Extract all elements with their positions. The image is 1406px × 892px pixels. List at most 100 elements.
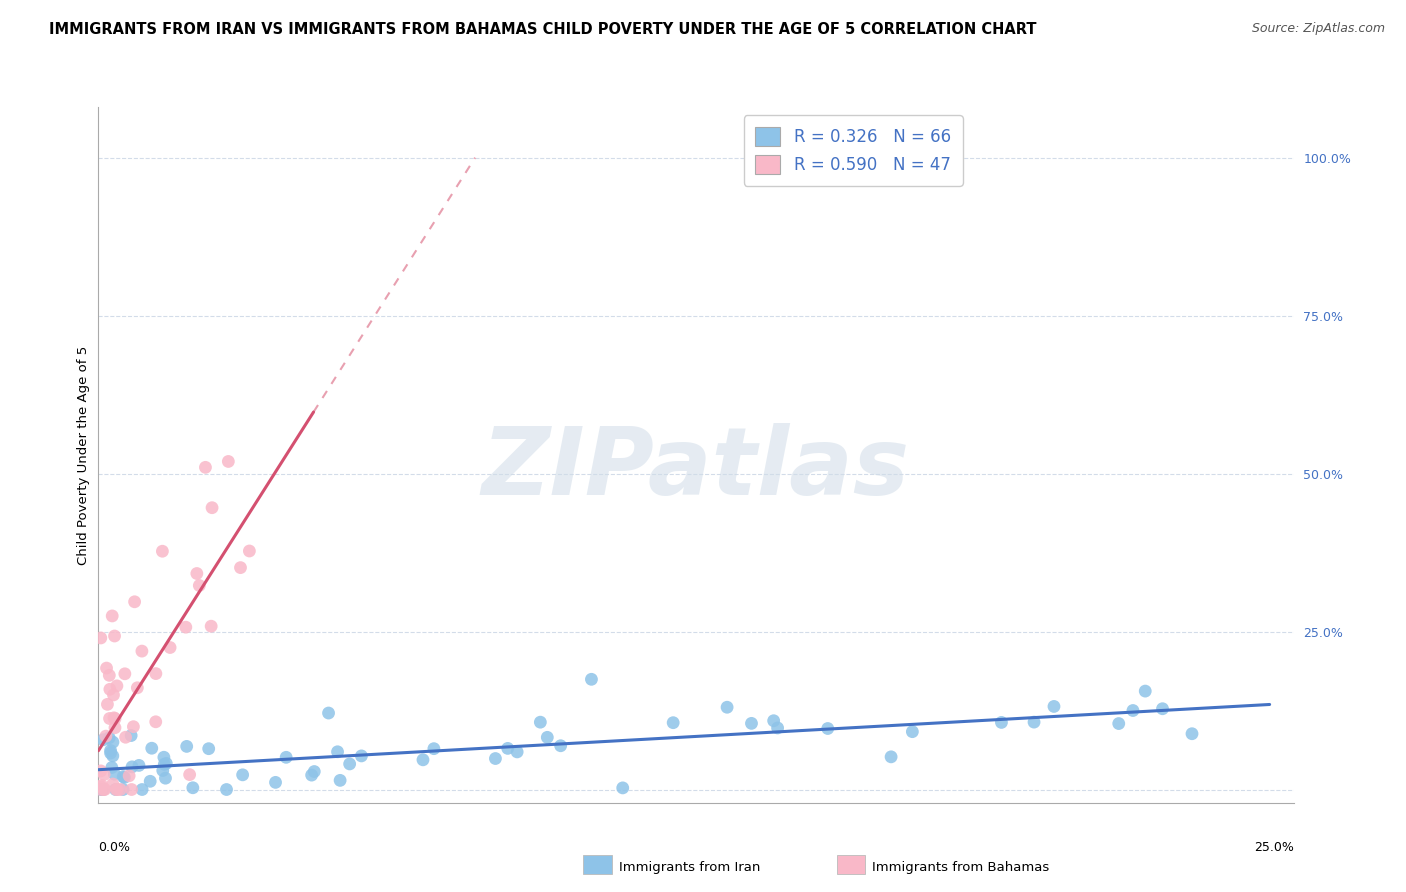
Point — [762, 714, 785, 728]
Point — [152, 544, 174, 558]
Point — [174, 620, 197, 634]
Point — [238, 544, 260, 558]
Point — [101, 609, 124, 624]
Point — [101, 760, 124, 774]
Text: IMMIGRANTS FROM IRAN VS IMMIGRANTS FROM BAHAMAS CHILD POVERTY UNDER THE AGE OF 5: IMMIGRANTS FROM IRAN VS IMMIGRANTS FROM … — [49, 22, 1036, 37]
Point — [1043, 699, 1066, 714]
Point — [200, 619, 222, 633]
Legend: R = 0.326   N = 66, R = 0.590   N = 47: R = 0.326 N = 66, R = 0.590 N = 47 — [744, 115, 963, 186]
Y-axis label: Child Poverty Under the Age of 5: Child Poverty Under the Age of 5 — [77, 345, 90, 565]
Point — [179, 767, 201, 781]
Point — [155, 771, 177, 785]
Text: ZIPatlas: ZIPatlas — [482, 423, 910, 515]
Point — [93, 767, 115, 781]
Point — [496, 741, 519, 756]
Point — [536, 731, 558, 745]
Point — [197, 741, 219, 756]
Point — [662, 715, 685, 730]
Point — [423, 741, 446, 756]
Point — [1135, 684, 1157, 698]
Point — [186, 566, 208, 581]
Point — [121, 760, 143, 774]
Point — [716, 700, 738, 714]
Text: Immigrants from Iran: Immigrants from Iran — [619, 862, 761, 874]
Point — [301, 768, 323, 782]
Point — [581, 673, 603, 687]
Point — [98, 668, 121, 682]
Point — [103, 629, 125, 643]
Point — [98, 711, 121, 725]
Bar — [837, 855, 865, 874]
Point — [264, 775, 287, 789]
Point — [1022, 715, 1045, 730]
Point — [90, 782, 112, 797]
Point — [350, 748, 373, 763]
Point — [901, 724, 924, 739]
Point — [121, 782, 143, 797]
Point — [817, 722, 839, 736]
Point — [100, 743, 122, 757]
Point — [103, 688, 125, 702]
Point — [181, 780, 204, 795]
Point — [529, 715, 551, 730]
Point — [139, 774, 162, 789]
Point — [90, 780, 112, 794]
Point — [329, 773, 352, 788]
Point — [318, 706, 340, 720]
Point — [201, 500, 224, 515]
Point — [152, 764, 174, 778]
Point — [103, 711, 125, 725]
Point — [484, 751, 506, 765]
Point — [107, 782, 129, 797]
Point — [880, 749, 903, 764]
Point — [90, 782, 112, 797]
Point — [304, 764, 326, 779]
Point — [114, 731, 136, 745]
Point — [105, 679, 128, 693]
Point — [112, 770, 135, 784]
Point — [506, 745, 529, 759]
Point — [101, 777, 124, 791]
Point — [103, 767, 125, 781]
Point — [112, 782, 135, 797]
Point — [612, 780, 634, 795]
Point — [145, 714, 167, 729]
Point — [114, 666, 136, 681]
Point — [100, 746, 122, 760]
Point — [326, 745, 349, 759]
Point — [96, 661, 118, 675]
Point — [101, 748, 124, 763]
Point — [104, 721, 127, 735]
Point — [176, 739, 198, 754]
Point — [159, 640, 181, 655]
Point — [94, 729, 117, 743]
Point — [91, 732, 114, 747]
Point — [120, 729, 142, 743]
Point — [229, 560, 252, 574]
Point — [90, 764, 112, 778]
Point — [155, 756, 177, 771]
Point — [188, 578, 211, 592]
Point — [96, 698, 118, 712]
Point — [128, 758, 150, 772]
Point — [131, 644, 153, 658]
Point — [122, 720, 145, 734]
Point — [114, 771, 136, 785]
Point — [276, 750, 298, 764]
Point — [90, 631, 112, 645]
Point — [550, 739, 572, 753]
Text: 0.0%: 0.0% — [98, 841, 131, 854]
Point — [1181, 727, 1204, 741]
Point — [101, 735, 124, 749]
Point — [131, 782, 153, 797]
Point — [110, 782, 132, 797]
Point — [90, 782, 112, 797]
Point — [232, 768, 254, 782]
Point — [990, 715, 1012, 730]
Point — [215, 782, 238, 797]
Point — [91, 782, 114, 797]
Point — [90, 779, 112, 793]
Point — [412, 753, 434, 767]
Point — [104, 712, 127, 726]
Point — [104, 782, 127, 797]
